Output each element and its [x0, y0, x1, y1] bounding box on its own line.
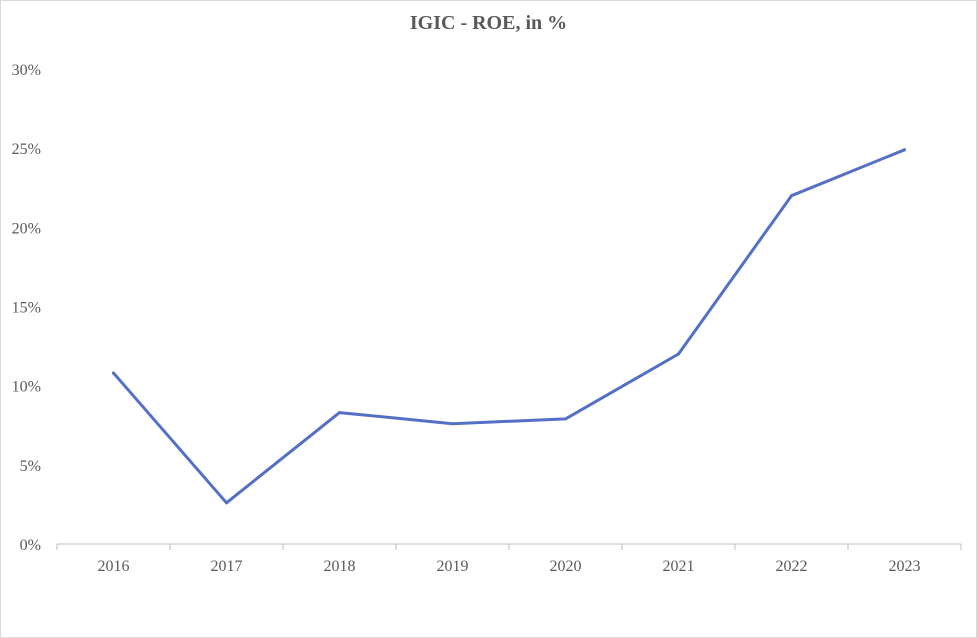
x-tick-label: 2020 [550, 558, 582, 575]
y-tick-label: 25% [12, 141, 41, 158]
series-line [112, 148, 906, 505]
data-point [338, 411, 341, 415]
x-tick-label: 2022 [776, 558, 808, 575]
data-point [112, 371, 115, 375]
data-point [677, 352, 680, 356]
y-tick-label: 30% [12, 62, 41, 79]
data-point [225, 501, 228, 505]
y-tick-label: 10% [12, 379, 41, 396]
data-point [903, 148, 906, 152]
data-point [451, 422, 454, 426]
y-tick-label: 0% [20, 537, 41, 554]
x-tick-label: 2023 [889, 558, 921, 575]
y-tick-label: 15% [12, 300, 41, 317]
data-point [564, 417, 567, 421]
x-tick-label: 2016 [98, 558, 130, 575]
y-tick-label: 5% [20, 458, 41, 475]
y-tick-label: 20% [12, 220, 41, 237]
x-tick-label: 2018 [324, 558, 356, 575]
x-tick-label: 2017 [211, 558, 243, 575]
x-tick-label: 2021 [663, 558, 695, 575]
data-point [790, 194, 793, 198]
x-tick-label: 2019 [437, 558, 469, 575]
chart-title: IGIC - ROE, in % [409, 12, 568, 34]
